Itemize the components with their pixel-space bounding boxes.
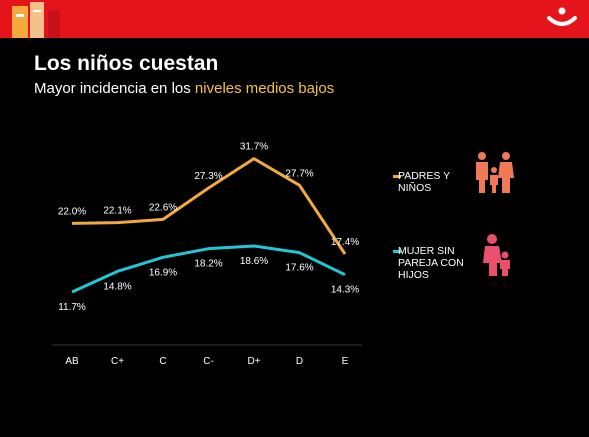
- x-tick-label: C-: [203, 356, 214, 367]
- page-title: Los niños cuestan: [34, 52, 219, 75]
- series-group: [71, 157, 347, 294]
- data-label: 22.1%: [103, 206, 131, 217]
- data-label: 11.7%: [58, 302, 86, 313]
- data-labels: 22.0% 22.1% 22.6% 27.3% 31.7% 27.7% 17.4% 11.7%…: [58, 142, 359, 313]
- x-tick-label: AB: [65, 356, 79, 367]
- x-tick-labels: AB C+ C C- D+ D E: [65, 356, 348, 367]
- legend-mujer-line3: HIJOS: [398, 269, 429, 281]
- legend-label-padres: PADRES Y NIÑOS: [398, 170, 450, 194]
- top-banner: [0, 0, 589, 38]
- x-tick-label: D: [296, 356, 303, 367]
- x-tick-label: C: [159, 356, 166, 367]
- x-tick-label: D+: [247, 356, 260, 367]
- subtitle-highlight: niveles medios bajos: [194, 80, 335, 97]
- report-thumbnail-icon: [12, 2, 60, 38]
- legend-padres-line2: NIÑOS: [398, 182, 432, 194]
- legend-label-mujer: MUJER SIN PAREJA CON HIJOS: [398, 245, 464, 281]
- family-icon: [476, 152, 514, 193]
- data-label: 14.3%: [331, 285, 359, 296]
- data-label: 22.0%: [58, 206, 86, 217]
- data-label: 18.2%: [194, 259, 222, 270]
- legend-mujer-line2: PAREJA CON: [398, 257, 464, 269]
- legend-swatch-mujer: [393, 250, 401, 253]
- legend-swatch-padres: [393, 175, 401, 178]
- data-label: 17.6%: [285, 263, 313, 274]
- data-label: 27.3%: [194, 171, 222, 182]
- single-mother-icon: [483, 234, 510, 276]
- subtitle-prefix: Mayor incidencia en los: [34, 80, 195, 97]
- data-label: 27.7%: [285, 168, 313, 179]
- x-tick-label: C+: [111, 356, 124, 367]
- legend-mujer-line1: MUJER SIN: [398, 245, 455, 257]
- page-subtitle: Mayor incidencia en los niveles medios b…: [34, 80, 334, 97]
- x-tick-label: E: [342, 356, 349, 367]
- data-label: 14.8%: [103, 281, 131, 292]
- data-label: 18.6%: [240, 256, 268, 267]
- data-label: 22.6%: [149, 202, 177, 213]
- legend-padres-line1: PADRES Y: [398, 170, 451, 182]
- data-label: 16.9%: [149, 267, 177, 278]
- data-label: 31.7%: [240, 142, 268, 153]
- brand-logo-icon: [547, 7, 577, 26]
- data-label: 17.4%: [331, 237, 359, 248]
